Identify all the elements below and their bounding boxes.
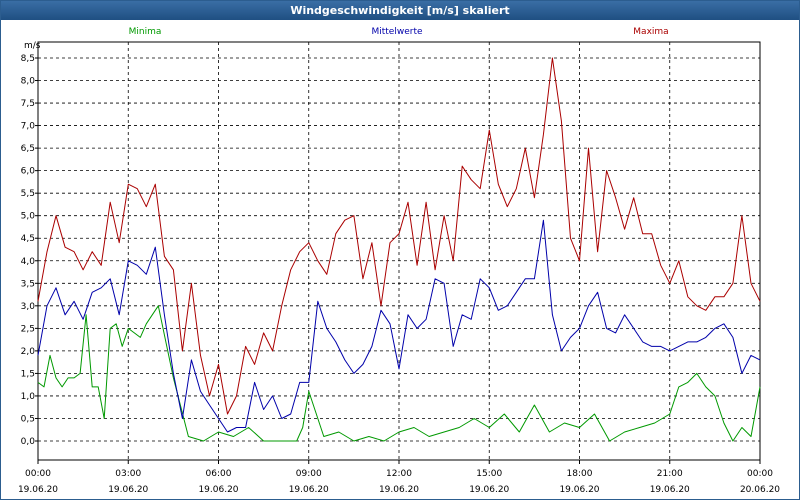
legend-label-minima: Minima: [129, 27, 162, 37]
y-tick-label: 2,0: [21, 347, 36, 357]
y-tick-label: 7,5: [21, 99, 35, 109]
y-tick-label: 7,0: [21, 122, 36, 132]
y-tick-label: 4,5: [21, 234, 35, 244]
y-tick-label: 1,0: [21, 392, 36, 402]
x-tick-date: 19.06.20: [559, 485, 599, 495]
x-tick-time: 03:00: [115, 469, 141, 479]
x-axis: 00:00 19.06.20 03:00 19.06.20 06:00 19.06.20 0…: [18, 460, 780, 495]
x-tick-date: 19.06.20: [650, 485, 690, 495]
y-unit-label: m/s: [24, 41, 41, 51]
x-tick-date: 19.06.20: [198, 485, 238, 495]
y-tick-label: 3,0: [21, 302, 36, 312]
x-tick-time: 12:00: [386, 469, 412, 479]
grid-lines: [38, 42, 760, 460]
legend-label-mittelwerte: Mittelwerte: [371, 27, 422, 37]
x-tick-time: 15:00: [476, 469, 502, 479]
x-tick-time: 18:00: [567, 469, 593, 479]
legend: Minima Mittelwerte Maxima: [129, 27, 669, 37]
y-tick-label: 4,0: [21, 257, 36, 267]
chart-title: Windgeschwindigkeit [m/s] skaliert: [1, 1, 799, 20]
y-tick-label: 3,5: [21, 279, 35, 289]
y-tick-label: 1,5: [21, 369, 35, 379]
series-line-mittelwerte: [37, 219, 761, 433]
x-tick-time: 21:00: [657, 469, 683, 479]
x-tick-date: 19.06.20: [18, 485, 58, 495]
x-tick-time: 00:00: [747, 469, 773, 479]
x-tick-time: 00:00: [25, 469, 51, 479]
y-tick-label: 0,5: [21, 414, 35, 424]
x-tick-date: 19.06.20: [108, 485, 148, 495]
x-tick-time: 06:00: [206, 469, 232, 479]
x-tick-date: 19.06.20: [469, 485, 509, 495]
x-tick-time: 09:00: [296, 469, 322, 479]
series-lines: [37, 57, 761, 442]
y-tick-label: 5,0: [21, 212, 36, 222]
y-tick-label: 2,5: [21, 324, 35, 334]
y-tick-label: 0,0: [21, 437, 36, 447]
x-tick-date: 19.06.20: [289, 485, 329, 495]
y-axis: 0,0 0,5 1,0 1,5 2,0 2,5 3,0 3,5 4,0 4,5 5,0 5,5 6,0 6…: [21, 54, 38, 447]
y-tick-label: 6,0: [21, 167, 36, 177]
series-line-maxima: [37, 57, 761, 415]
y-tick-label: 6,5: [21, 144, 35, 154]
series-line-minima: [37, 305, 761, 442]
y-tick-label: 5,5: [21, 189, 35, 199]
y-tick-label: 8,0: [21, 77, 36, 87]
y-tick-label: 8,5: [21, 54, 35, 64]
legend-label-maxima: Maxima: [633, 27, 668, 37]
x-tick-date: 19.06.20: [379, 485, 419, 495]
x-tick-date: 20.06.20: [740, 485, 780, 495]
